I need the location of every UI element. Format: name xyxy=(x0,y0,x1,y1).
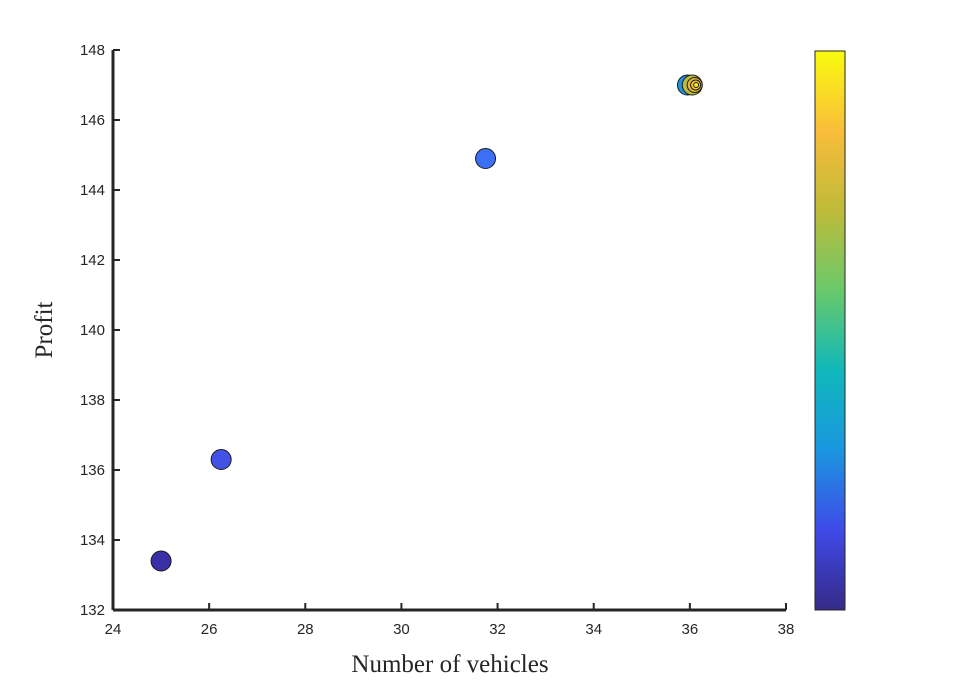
axes xyxy=(111,50,786,612)
x-axis-label: Number of vehicles xyxy=(351,651,548,678)
data-point xyxy=(475,148,497,169)
y-tick-label: 136 xyxy=(80,462,105,479)
x-tick-label: 28 xyxy=(297,621,314,638)
y-tick-label: 146 xyxy=(80,112,105,129)
data-point xyxy=(210,449,232,470)
y-tick-label: 132 xyxy=(80,602,105,619)
x-ticks: 24 26 28 30 32 34 36 38 xyxy=(105,603,795,638)
data-point xyxy=(693,82,700,88)
y-ticks: 132 134 136 138 140 142 144 146 148 xyxy=(80,42,120,619)
colorbar xyxy=(814,50,846,611)
x-tick-label: 38 xyxy=(778,621,795,638)
y-tick-label: 140 xyxy=(80,322,105,339)
y-tick-label: 144 xyxy=(80,182,105,199)
y-tick-label: 134 xyxy=(80,532,105,549)
x-tick-label: 34 xyxy=(585,621,602,638)
y-axis-label: Profit xyxy=(31,301,58,358)
x-tick-label: 26 xyxy=(201,621,218,638)
x-tick-label: 30 xyxy=(393,621,410,638)
y-tick-label: 148 xyxy=(80,42,105,59)
y-tick-label: 138 xyxy=(80,392,105,409)
y-tick-label: 142 xyxy=(80,252,105,269)
x-tick-label: 24 xyxy=(105,621,122,638)
x-tick-label: 36 xyxy=(682,621,699,638)
x-tick-label: 32 xyxy=(489,621,506,638)
data-points xyxy=(150,74,703,572)
data-point xyxy=(150,550,172,572)
colorbar-fill xyxy=(814,50,846,611)
